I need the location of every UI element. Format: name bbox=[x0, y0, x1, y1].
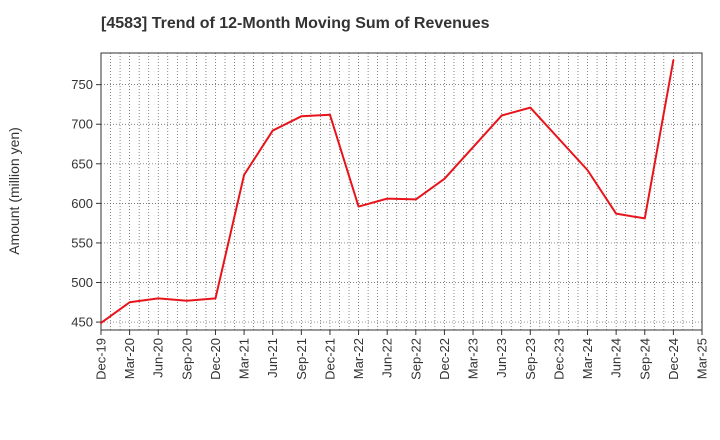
x-tick-label: Dec-20 bbox=[208, 338, 223, 380]
x-tick-label: Jun-24 bbox=[609, 338, 624, 378]
x-tick-label: Mar-25 bbox=[695, 338, 710, 379]
x-tick-label: Sep-23 bbox=[523, 338, 538, 380]
y-tick-label: 550 bbox=[71, 235, 93, 250]
x-tick-label: Mar-23 bbox=[466, 338, 481, 379]
x-tick-label: Sep-22 bbox=[408, 338, 423, 380]
grid bbox=[101, 53, 702, 330]
x-tick-label: Dec-24 bbox=[666, 338, 681, 380]
x-tick-label: Mar-22 bbox=[351, 338, 366, 379]
plot-frame bbox=[100, 52, 703, 331]
x-tick-label: Dec-21 bbox=[322, 338, 337, 380]
x-tick-label: Jun-20 bbox=[151, 338, 166, 378]
y-tick-label: 500 bbox=[71, 275, 93, 290]
chart-title: [4583] Trend of 12-Month Moving Sum of R… bbox=[101, 15, 490, 32]
x-tick-label: Mar-21 bbox=[237, 338, 252, 379]
series-line bbox=[100, 59, 675, 324]
x-tick-label: Jun-22 bbox=[380, 338, 395, 378]
x-tick-label: Sep-20 bbox=[179, 338, 194, 380]
x-tick-label: Jun-21 bbox=[265, 338, 280, 378]
x-tick-label: Sep-24 bbox=[637, 338, 652, 380]
x-tick-label: Mar-24 bbox=[580, 338, 595, 379]
x-tick-label: Mar-20 bbox=[122, 338, 137, 379]
y-axis-label: Amount (million yen) bbox=[6, 127, 22, 255]
tick-labels: 450 500 550 600 650 700 750 Dec-19 Mar-20 Jun-20 S… bbox=[71, 77, 709, 380]
x-tick-label: Dec-23 bbox=[551, 338, 566, 380]
x-tick-label: Dec-22 bbox=[437, 338, 452, 380]
x-tick-label: Dec-19 bbox=[94, 338, 109, 380]
y-tick-label: 600 bbox=[71, 196, 93, 211]
x-tick-label: Jun-23 bbox=[494, 338, 509, 378]
y-tick-label: 750 bbox=[71, 77, 93, 92]
series-layer bbox=[100, 59, 675, 324]
y-tick-label: 700 bbox=[71, 117, 93, 132]
y-tick-label: 450 bbox=[71, 315, 93, 330]
y-tick-label: 650 bbox=[71, 156, 93, 171]
axes bbox=[96, 52, 703, 335]
x-tick-label: Sep-21 bbox=[294, 338, 309, 380]
